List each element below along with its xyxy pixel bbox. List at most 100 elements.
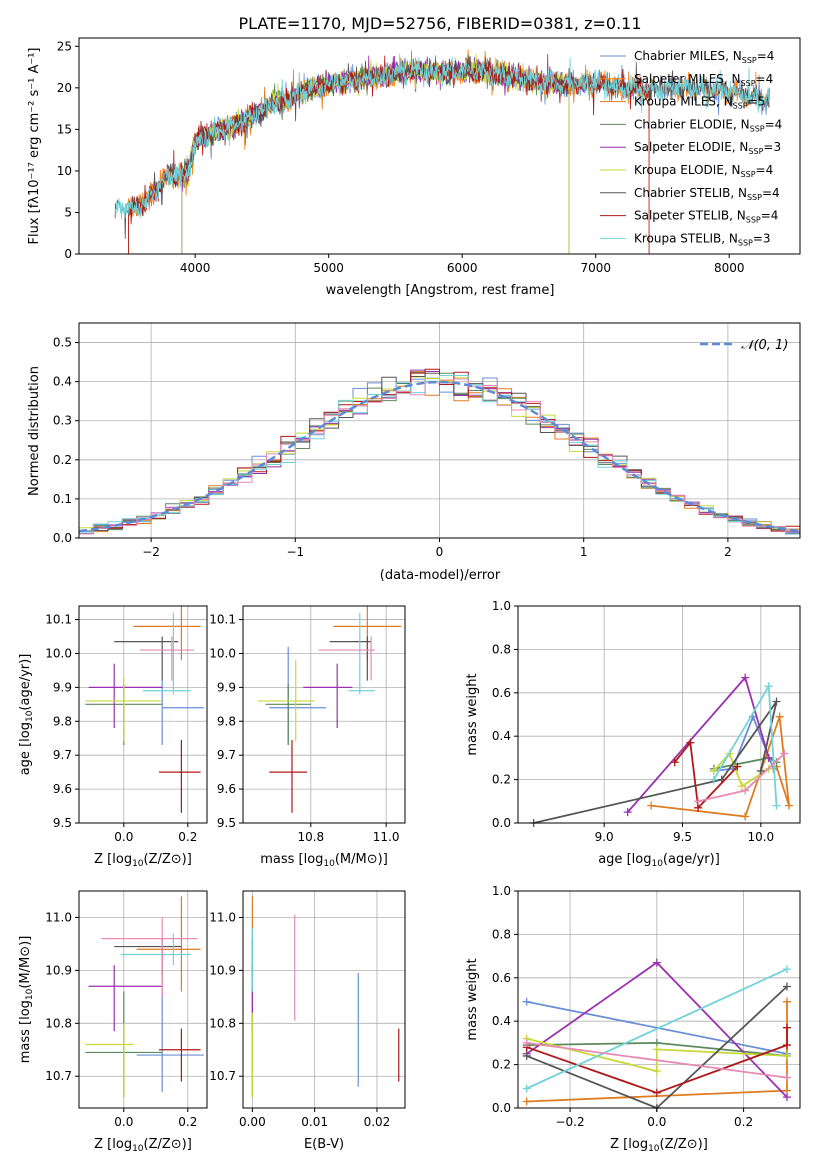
age-mass-ytick-label: 9.7 <box>217 748 236 762</box>
weight-Z-marker <box>522 997 531 1006</box>
weight-Z-marker <box>522 1051 531 1060</box>
weight-Z-marker <box>782 1051 791 1060</box>
spectrum-legend-label: Chabrier ELODIE, NSSP=4 <box>634 117 782 133</box>
mass-Z-ytick-label: 10.7 <box>45 1069 72 1083</box>
weight-Z-marker <box>522 1038 531 1047</box>
spectrum-legend-label: Salpeter MILES, NSSP=4 <box>634 72 773 88</box>
age-mass-errorbar-3 <box>265 683 311 746</box>
weight-age-marker <box>772 697 781 706</box>
weight-Z-marker <box>522 1084 531 1093</box>
age-Z-ylabel: age [log10(age/yr)] <box>18 654 35 776</box>
spectrum-y-ticks: 0 5 10 15 20 25 <box>57 39 79 261</box>
mass-Z-errorbar-5 <box>85 1023 134 1098</box>
mass-EBV-xlabel: E(B-V) <box>304 1137 344 1152</box>
age-Z-xtick-label: 0.0 <box>114 830 133 844</box>
age-mass-ytick-label: 9.5 <box>217 816 236 830</box>
age-Z-ytick-label: 9.9 <box>53 680 72 694</box>
age-Z-errorbar-2 <box>133 606 201 661</box>
age-mass-ytick-label: 10.1 <box>209 613 236 627</box>
weight-Z-marker <box>782 1073 791 1082</box>
weight-Z-marker <box>782 997 791 1006</box>
weight-Z-marker <box>782 965 791 974</box>
weight-age-line-7 <box>673 740 738 810</box>
age-mass-errorbar-6 <box>329 636 372 681</box>
spectrum-legend-label: Salpeter STELIB, NSSP=4 <box>634 209 778 225</box>
spectrum-x-ticks: 4000 5000 6000 7000 8000 <box>180 254 745 275</box>
spectrum-ytick-label: 0 <box>64 247 72 261</box>
mass-Z-ylabel: mass [log10(M/M⊙)] <box>18 936 35 1064</box>
age-Z-errorbar-7 <box>159 739 201 813</box>
age-Z-errorbar-4 <box>88 663 163 729</box>
weight-age-marker <box>780 749 789 758</box>
weight-age-marker <box>647 801 656 810</box>
weight-age-xtick-label: 10.0 <box>747 830 774 844</box>
residual-ytick-label: 0.3 <box>53 414 72 428</box>
spectrum-legend-label: Kroupa ELODIE, NSSP=4 <box>634 163 773 179</box>
weight-age-ytick-label: 0.4 <box>492 729 511 743</box>
weight-age-ytick-label: 0.6 <box>492 686 511 700</box>
mass-Z-xtick-label: 0.2 <box>178 1115 197 1129</box>
weight-Z-line-9 <box>526 1042 788 1079</box>
residual-ytick-label: 0.5 <box>53 336 72 350</box>
age-Z-xlabel: Z [log10(Z/Z⊙)] <box>94 852 192 869</box>
spectrum-xtick-label: 6000 <box>447 261 478 275</box>
weight-Z-ytick-label: 0.6 <box>492 971 511 985</box>
residual-ytick-label: 0.4 <box>53 375 72 389</box>
residual-ylabel: Normed distribution <box>27 366 42 496</box>
mass-Z-ytick-label: 11.0 <box>45 910 72 924</box>
mass-EBV-ytick-label: 11.0 <box>209 910 236 924</box>
weight-Z-marker <box>652 1067 661 1076</box>
spectrum-legend: Chabrier MILES, NSSP=4 Salpeter MILES, NS… <box>600 49 782 247</box>
weight-age-marker <box>756 766 765 775</box>
weight-age-ylabel: mass weight <box>465 673 480 755</box>
spectrum-series-lines <box>114 49 770 254</box>
residual-histogram-9 <box>79 378 800 535</box>
mass-Z-ytick-label: 10.9 <box>45 963 72 977</box>
weight-age-panel: 9.0 9.5 10.0 0.0 0.2 0.4 0.6 0.8 1.0 age [log10(a… <box>465 599 801 869</box>
weight-age-ytick-label: 0.2 <box>492 773 511 787</box>
weight-Z-marker <box>652 958 661 967</box>
age-mass-errorbar-9 <box>318 636 375 681</box>
age-mass-ytick-label: 9.8 <box>217 714 236 728</box>
weight-Z-marker <box>782 1041 791 1050</box>
age-Z-ytick-label: 9.8 <box>53 714 72 728</box>
age-mass-xlabel: mass [log10(M/M⊙)] <box>260 852 388 869</box>
weight-age-marker <box>686 738 695 747</box>
spectrum-xtick-label: 5000 <box>313 261 344 275</box>
weight-Z-xtick-label: 0.0 <box>647 1115 666 1129</box>
weight-age-marker <box>694 797 703 806</box>
weight-age-marker <box>670 758 679 767</box>
age-mass-errorbar-4 <box>303 663 353 729</box>
spectrum-legend-label: Kroupa STELIB, NSSP=3 <box>634 231 771 247</box>
weight-age-marker <box>741 786 750 795</box>
residual-legend: 𝒩(0, 1) <box>700 338 788 353</box>
weight-age-marker <box>733 762 742 771</box>
parameter-panels: 0.0 0.2 9.5 9.6 9.7 9.8 9.9 10.0 10.1 Z [log10(Z/… <box>18 599 801 1154</box>
weight-age-xtick-label: 9.5 <box>673 830 692 844</box>
spectrum-legend-label: Kroupa MILES, NSSP=5 <box>634 95 765 111</box>
residual-ytick-label: 0.2 <box>53 453 72 467</box>
age-Z-ytick-label: 10.0 <box>45 646 72 660</box>
residual-ytick-label: 0.1 <box>53 492 72 506</box>
residual-xtick-label: 1 <box>580 545 588 559</box>
weight-Z-ytick-label: 0.8 <box>492 927 511 941</box>
age-mass-ytick-label: 10.0 <box>209 646 236 660</box>
residual-xtick-label: 0 <box>436 545 444 559</box>
age-Z-ytick-label: 9.7 <box>53 748 72 762</box>
weight-Z-marker <box>782 1093 791 1102</box>
weight-Z-ytick-label: 0.2 <box>492 1058 511 1072</box>
weight-Z-marker <box>782 1023 791 1032</box>
weight-age-marker <box>738 782 747 791</box>
age-mass-xtick-label: 10.8 <box>297 830 324 844</box>
mass-EBV-xtick-label: 0.00 <box>239 1115 266 1129</box>
weight-age-marker <box>741 812 750 821</box>
age-mass-ytick-label: 9.9 <box>217 680 236 694</box>
spectrum-xtick-label: 7000 <box>580 261 611 275</box>
residual-x-ticks: −2 −1 0 1 2 <box>142 538 732 559</box>
residual-xtick-label: −2 <box>142 545 160 559</box>
mass-EBV-ytick-label: 10.9 <box>209 963 236 977</box>
spectrum-panel: PLATE=1170, MJD=52756, FIBERID=0381, z=0… <box>27 14 801 298</box>
weight-age-xlabel: age [log10(age/yr)] <box>598 852 720 869</box>
weight-Z-marker <box>522 1097 531 1106</box>
